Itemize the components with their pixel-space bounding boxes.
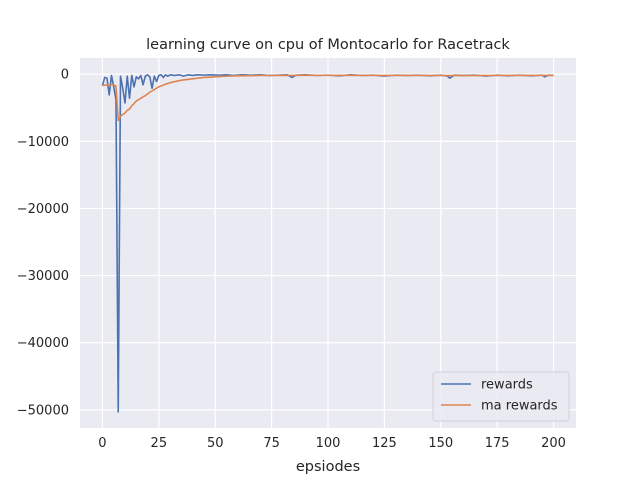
x-tick-label: 0 — [98, 436, 106, 451]
legend-label-0: rewards — [481, 378, 533, 393]
y-tick-label: −20000 — [17, 202, 69, 217]
series-line-0 — [101, 73, 554, 413]
y-tick-label: −50000 — [17, 403, 69, 418]
x-tick-label: 125 — [372, 436, 397, 451]
grid — [80, 58, 576, 428]
x-tick-label: 100 — [316, 436, 341, 451]
x-tick-label: 200 — [541, 436, 566, 451]
y-tick-label: −30000 — [17, 269, 69, 284]
legend-label-1: ma rewards — [481, 399, 558, 414]
y-tick-label: −10000 — [17, 135, 69, 150]
x-tick-label: 150 — [428, 436, 453, 451]
y-tick-label: 0 — [61, 68, 69, 83]
y-tick-label: −40000 — [17, 336, 69, 351]
series-layer — [101, 73, 554, 413]
x-axis-label: epsiodes — [296, 459, 360, 475]
x-tick-labels: 0 25 50 75 100 125 150 175 200 — [98, 436, 566, 451]
x-tick-label: 75 — [263, 436, 280, 451]
series-line-1 — [102, 74, 554, 122]
y-tick-labels: 0 −10000 −20000 −30000 −40000 −50000 — [17, 68, 69, 419]
chart-title: learning curve on cpu of Montocarlo for … — [146, 37, 510, 53]
x-tick-label: 25 — [151, 436, 168, 451]
x-tick-label: 175 — [485, 436, 510, 451]
x-tick-label: 50 — [207, 436, 224, 451]
legend: rewards ma rewards — [432, 371, 570, 422]
